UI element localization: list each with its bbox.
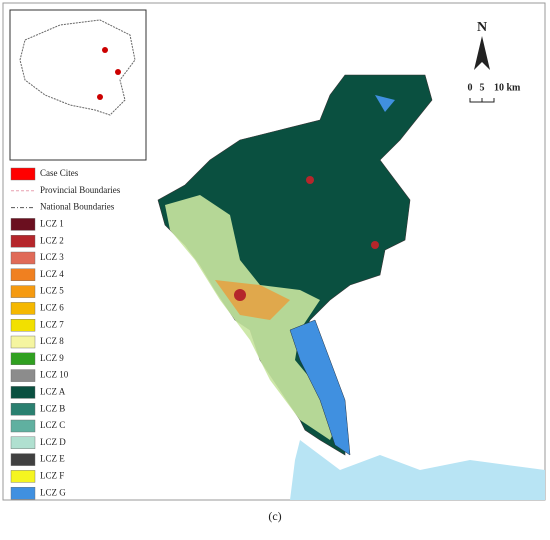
inset-city [97,94,103,100]
legend-label: LCZ B [40,403,65,413]
legend-label: LCZ 1 [40,218,64,228]
legend-swatch [10,436,36,449]
caption: (c) [268,509,281,523]
inset-country [19,19,136,116]
legend-label: LCZ 10 [40,370,69,380]
legend-swatch [10,335,36,349]
legend-label: Provincial Boundaries [40,185,121,195]
inset-city [102,47,108,53]
scale-label: 10 km [494,82,521,93]
north-arrow [474,36,490,70]
region [157,74,433,456]
legend-label: LCZ F [40,470,64,480]
legend-swatch [10,234,36,248]
north-label: N [477,20,487,35]
legend-swatch [10,218,36,231]
urban-core [215,280,290,320]
legend-swatch [10,352,36,365]
legend-swatch [10,251,36,265]
legend-label: LCZ 7 [40,319,64,329]
legend-label: LCZ 3 [40,252,64,262]
scale-label: 0 [468,82,473,93]
legend-label: LCZ 8 [40,336,64,346]
scale-label: 5 [480,82,485,93]
legend-label: LCZ A [40,386,66,396]
legend-label: LCZ 4 [40,269,64,279]
city-patch [234,289,246,301]
legend-label: LCZ 2 [40,235,64,245]
lake [375,95,395,112]
river [289,319,351,456]
legend-swatch [10,386,36,399]
legend-swatch [10,319,36,332]
legend-label: LCZ C [40,420,65,430]
legend-label: LCZ E [40,454,65,464]
legend-label: LCZ 9 [40,353,64,363]
scale: 0 5 10 km [468,82,522,93]
legend-swatch [10,369,36,382]
legend-swatch [10,487,36,500]
legend-swatch [10,302,36,315]
legend-label: LCZ G [40,487,66,497]
inset-frame [9,9,147,161]
legend-swatch [10,268,36,281]
legend-label: LCZ 5 [40,286,64,296]
legend-swatch [10,403,36,416]
legend-label: National Boundaries [40,202,115,212]
sea [290,440,545,500]
urban-area [165,195,340,440]
legend-label: LCZ 6 [40,302,64,312]
legend-swatch [10,419,36,433]
legend-swatch [10,453,36,466]
legend-swatch [10,167,36,181]
legend-swatch [10,285,36,298]
legend: Case Cites Provincial Boundaries National … [10,167,121,500]
city-patch [306,176,314,184]
legend-swatch [10,470,36,483]
legend-label: LCZ D [40,437,66,447]
inset-city [115,69,121,75]
scale-bar [469,98,495,103]
city-patch [371,241,379,249]
legend-label: Case Cites [40,168,79,178]
